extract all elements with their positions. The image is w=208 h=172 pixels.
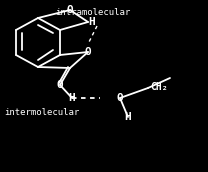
Text: O: O [85,47,91,57]
Text: H: H [89,17,95,27]
Text: H: H [125,112,131,122]
Text: H: H [69,93,75,103]
Text: O: O [57,80,63,90]
Text: O: O [117,93,123,103]
Text: intramolecular: intramolecular [55,8,130,17]
Text: O: O [67,5,73,15]
Text: CH₂: CH₂ [150,82,168,92]
Text: intermolecular: intermolecular [4,108,79,117]
